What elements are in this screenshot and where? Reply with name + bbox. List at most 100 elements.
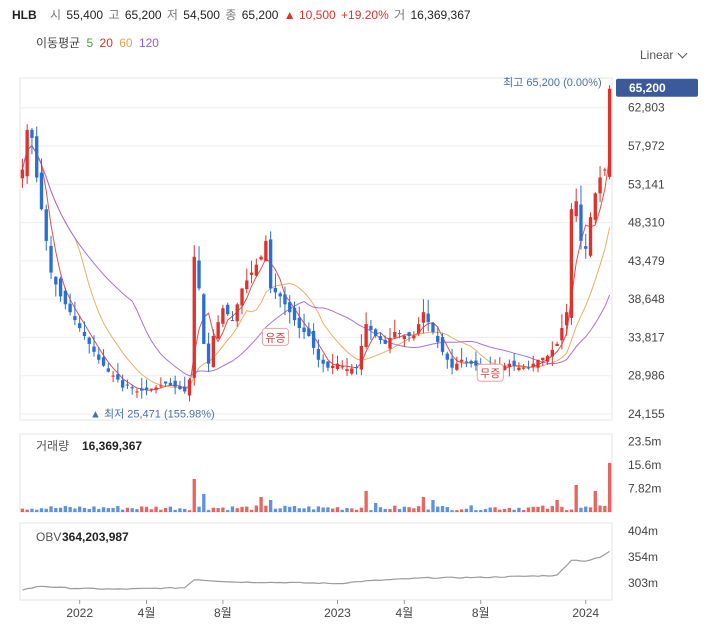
change-percent: +19.20% (341, 8, 389, 22)
price-tick-label: 57,972 (628, 139, 665, 153)
volume-bar (159, 509, 163, 512)
candle-body (288, 302, 292, 313)
price-tick-label: 24,155 (628, 407, 665, 421)
volume-bar (259, 497, 263, 512)
ma-60-line (21, 145, 611, 389)
candle-body (120, 380, 125, 388)
candle-body (316, 348, 321, 360)
obv-tick-label: 303m (628, 576, 658, 590)
volume-bar (49, 506, 53, 512)
candle-body (331, 365, 335, 368)
candle-body (412, 335, 416, 339)
price-header: HLB 시 55,400 고 65,200 저 54,500 종 65,200 … (12, 6, 473, 26)
volume-bar (498, 509, 502, 512)
event-label: 무증 (480, 368, 500, 380)
candle-body (273, 287, 278, 293)
volume-bar (455, 510, 459, 512)
volume-bar (311, 509, 316, 512)
volume-bar (397, 509, 402, 512)
candle-body (230, 320, 235, 322)
volume-bar (226, 510, 230, 512)
price-tick-label: 38,648 (628, 292, 665, 306)
volume-bar (374, 503, 378, 512)
volume-bar (517, 507, 521, 512)
candle-body (135, 391, 139, 393)
candle-body (593, 193, 597, 220)
volume-bar (249, 509, 254, 512)
candle-body (116, 374, 120, 380)
volume-bar (588, 507, 593, 512)
volume-bar (541, 505, 545, 512)
candle-body (311, 330, 316, 348)
scale-dropdown[interactable]: Linear (640, 48, 688, 62)
low-marker: ▲ 최저 25,471 (155.98%) (90, 408, 215, 421)
volume-tick-label: 23.5m (628, 435, 661, 449)
candle-body (44, 209, 48, 241)
candle-body (469, 361, 473, 364)
volume-bar (502, 508, 507, 512)
volume-bar (607, 462, 612, 512)
volume-bar (97, 508, 101, 512)
open-label: 시 (50, 8, 62, 22)
ma-5: 5 (86, 36, 94, 50)
volume-bar (402, 506, 406, 512)
axes: 62,803 57,972 53,141 48,310 43,479 38,648 33,8… (66, 101, 665, 620)
candle-body (350, 368, 354, 374)
x-tick-label: 2024 (572, 606, 599, 620)
candle-body (374, 329, 378, 336)
close-label: 종 (225, 8, 237, 22)
volume-bar (297, 508, 301, 512)
scale-label: Linear (640, 48, 674, 62)
volume-bar (140, 506, 144, 512)
volume-bar (30, 508, 34, 512)
candle-body (436, 336, 440, 342)
candle-body (402, 335, 406, 340)
volume-bar (216, 508, 220, 512)
ma-120: 120 (138, 36, 159, 50)
candle-body (512, 360, 516, 366)
candle-body (335, 363, 340, 370)
candle-body (407, 332, 411, 336)
volume-bar (44, 508, 48, 512)
volume-bar (579, 507, 583, 512)
candle-body (283, 294, 287, 305)
volume-bar (359, 507, 364, 512)
candle-body (579, 204, 583, 241)
candle-body (555, 343, 559, 347)
volume-bar (593, 491, 597, 512)
moving-average-legend[interactable]: 이동평균 5 20 60 120 (36, 34, 162, 51)
volume-bar (545, 508, 550, 512)
event-badge (261, 327, 289, 346)
volume-tick-label: 15.6m (628, 458, 661, 472)
volume-bar (111, 507, 115, 512)
candle-body (545, 355, 550, 362)
volume-bar (254, 505, 258, 512)
candle-body (450, 358, 454, 368)
candle-body (507, 363, 512, 368)
volume-panel-value: 16,369,367 (82, 439, 142, 453)
volume-bar (364, 491, 368, 512)
candle-body (101, 357, 106, 366)
volume-bar (469, 505, 473, 512)
volume-bar (445, 507, 449, 512)
candle-body (49, 245, 53, 273)
volume-bar (483, 509, 488, 512)
volume-bar (87, 508, 91, 512)
volume-bar (116, 506, 120, 512)
volume-bar (268, 500, 273, 512)
panel-frame (19, 77, 613, 421)
candle-body (393, 332, 397, 338)
volume-bar (264, 505, 268, 512)
volume-bar (531, 506, 535, 512)
volume-bar (197, 506, 201, 512)
candle-body (20, 169, 25, 179)
candle-body (502, 365, 507, 371)
candle-body (321, 359, 325, 364)
candle-body (216, 322, 220, 339)
volume-bar (345, 508, 349, 512)
candle-body (259, 256, 263, 260)
volume-bar (92, 506, 96, 512)
volume-bar (144, 506, 149, 512)
volume-bar (106, 508, 110, 512)
